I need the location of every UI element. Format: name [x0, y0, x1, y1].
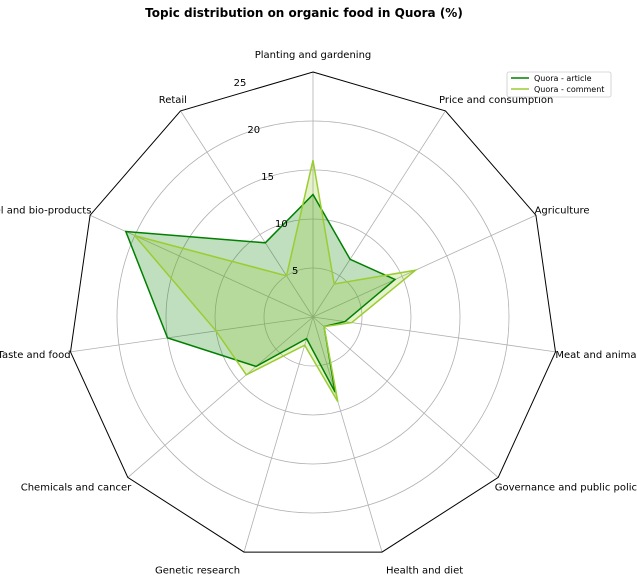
- spoke-line: [127, 316, 314, 478]
- series-line: [132, 160, 419, 402]
- spoke-line: [312, 214, 537, 318]
- spoke-line: [312, 316, 383, 553]
- spoke-line: [243, 316, 314, 553]
- category-label: Retail: [159, 95, 187, 106]
- r-tick-label: 10: [275, 219, 288, 230]
- spoke-line: [312, 316, 499, 478]
- spoke-line: [312, 110, 446, 318]
- spoke-line: [70, 316, 314, 353]
- category-label: Agriculture: [535, 205, 590, 216]
- series-area: [134, 160, 416, 402]
- category-label: Planting and gardening: [255, 50, 372, 61]
- category-label: GMO label and bio-products: [0, 205, 91, 216]
- category-label: Taste and food: [0, 350, 71, 361]
- legend: Quora - article Quora - comment: [506, 71, 612, 98]
- category-label: Price and consumption: [439, 95, 553, 106]
- category-label: Governance and public policy: [495, 483, 637, 494]
- r-tick-label: 25: [234, 78, 247, 89]
- category-label: Health and diet: [386, 566, 463, 577]
- outer-frame: [69, 71, 557, 553]
- spoke-line: [180, 110, 314, 318]
- category-label: Chemicals and cancer: [21, 483, 132, 494]
- legend-label-comment: Quora - comment: [534, 85, 604, 94]
- r-tick-label: 5: [292, 266, 298, 277]
- legend-label-article: Quora - article: [534, 74, 592, 83]
- series-line: [124, 193, 397, 393]
- r-tick-label: 20: [247, 125, 260, 136]
- category-label: Meat and animal feeding: [555, 350, 637, 361]
- category-label: Genetic research: [155, 566, 240, 577]
- chart-title: Topic distribution on organic food in Qu…: [145, 6, 463, 20]
- spoke-line: [312, 316, 556, 353]
- r-tick-label: 15: [261, 172, 274, 183]
